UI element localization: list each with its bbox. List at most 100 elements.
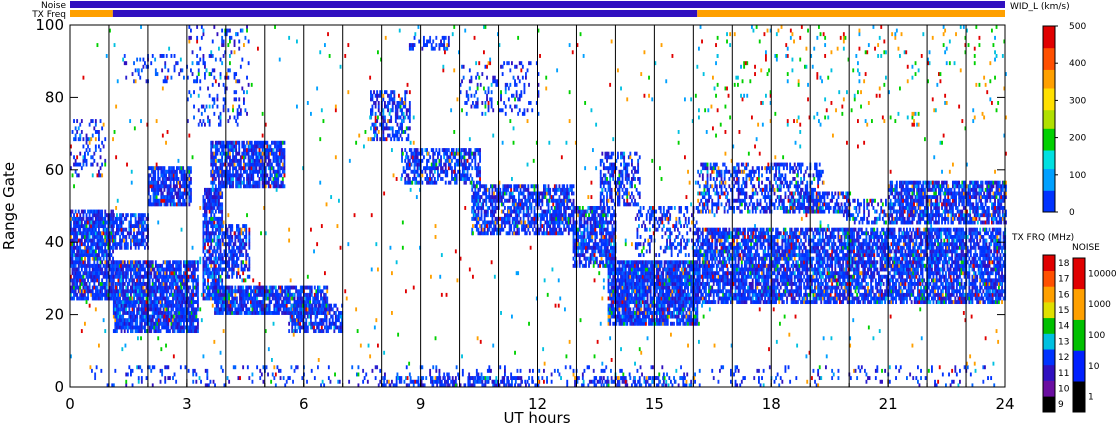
data-cell xyxy=(288,285,291,290)
data-cell xyxy=(210,213,213,218)
data-cell xyxy=(491,231,494,236)
data-cell xyxy=(180,202,183,207)
data-cell xyxy=(128,224,131,229)
data-cell xyxy=(232,180,234,185)
data-cell xyxy=(302,311,305,315)
data-cell xyxy=(79,271,82,276)
data-cell xyxy=(168,177,171,181)
data-cell xyxy=(491,202,494,207)
data-cell xyxy=(309,285,312,290)
data-cell xyxy=(71,130,74,134)
data-cell xyxy=(192,274,195,279)
data-cell xyxy=(232,177,234,181)
data-cell xyxy=(91,271,94,276)
data-cell xyxy=(210,198,213,203)
data-cell xyxy=(499,195,502,200)
data-cell xyxy=(377,101,380,105)
data-cell xyxy=(152,198,155,203)
data-cell xyxy=(114,321,117,326)
data-cell xyxy=(218,253,220,258)
data-cell xyxy=(218,209,220,214)
data-cell xyxy=(90,137,93,142)
data-cell xyxy=(88,271,91,276)
data-cell xyxy=(234,235,237,239)
data-cell xyxy=(373,130,375,134)
data-cell xyxy=(385,104,388,109)
data-cell xyxy=(287,289,290,294)
data-cell xyxy=(166,195,169,200)
top-status-bars: Noise TX Freq xyxy=(31,1,1005,20)
data-cell xyxy=(148,263,151,268)
data-cell xyxy=(142,282,145,286)
data-cell xyxy=(73,278,75,283)
data-cell xyxy=(117,224,120,229)
data-cell xyxy=(101,220,104,225)
data-cell xyxy=(333,325,336,330)
data-cell xyxy=(216,191,219,196)
data-cell xyxy=(241,140,244,145)
data-cell xyxy=(167,307,170,312)
data-cell xyxy=(299,285,302,290)
data-cell xyxy=(173,278,176,283)
data-cell xyxy=(253,303,255,308)
data-cell xyxy=(204,108,206,113)
data-cell xyxy=(555,206,558,210)
data-cell xyxy=(299,300,302,305)
data-cell xyxy=(472,184,475,189)
data-cell xyxy=(238,140,241,145)
data-cell xyxy=(508,231,511,236)
data-cell xyxy=(110,216,113,221)
data-cell xyxy=(376,90,379,95)
data-cell xyxy=(134,220,137,225)
data-cell xyxy=(560,213,562,218)
data-cell xyxy=(288,292,291,297)
data-cell xyxy=(513,227,516,232)
data-cell xyxy=(508,213,511,218)
data-cell xyxy=(261,166,264,171)
data-cell xyxy=(167,260,170,265)
data-cell xyxy=(218,285,221,290)
data-cell xyxy=(259,311,262,315)
data-cell xyxy=(221,166,224,171)
data-cell xyxy=(210,158,213,163)
data-cell xyxy=(120,242,123,247)
data-cell xyxy=(84,220,86,225)
data-cell xyxy=(331,307,334,312)
data-cell xyxy=(410,162,413,167)
data-cell xyxy=(109,267,111,272)
data-cell xyxy=(158,274,160,279)
data-cell xyxy=(558,231,561,236)
data-cell xyxy=(122,314,125,319)
data-cell xyxy=(447,155,450,160)
data-cell xyxy=(87,216,89,221)
data-cell xyxy=(74,267,77,272)
data-cell xyxy=(110,267,113,272)
data-cell xyxy=(96,242,99,247)
data-cell xyxy=(319,307,322,312)
data-cell xyxy=(237,238,240,243)
data-cell xyxy=(116,245,118,250)
data-cell xyxy=(99,296,102,301)
data-cell xyxy=(518,202,520,207)
data-cell xyxy=(110,296,113,301)
data-cell xyxy=(133,289,135,294)
data-cell xyxy=(145,303,148,308)
data-cell xyxy=(205,191,208,196)
data-cell xyxy=(404,104,407,109)
data-cell xyxy=(306,285,308,290)
data-cell xyxy=(197,329,199,334)
data-cell xyxy=(246,111,248,116)
data-cell xyxy=(404,90,407,95)
data-cell xyxy=(102,253,105,258)
data-cell xyxy=(471,151,474,156)
data-cell xyxy=(546,198,548,203)
data-cell xyxy=(514,206,517,210)
data-cell xyxy=(122,231,125,236)
data-cell xyxy=(193,314,196,319)
data-cell xyxy=(112,274,115,279)
data-cell xyxy=(272,148,275,153)
data-cell xyxy=(79,224,82,229)
data-cell xyxy=(207,224,209,229)
data-cell xyxy=(102,216,105,221)
data-cell xyxy=(325,329,328,334)
